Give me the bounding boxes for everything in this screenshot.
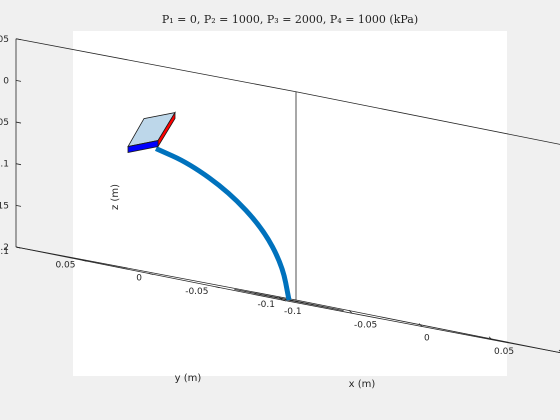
y-tick-mark: [82, 259, 87, 262]
x-tick-label: 0: [424, 334, 430, 344]
z-tick-label: -0.1: [0, 160, 9, 170]
z-tick-label: 0: [3, 76, 9, 86]
y-tick-mark: [15, 246, 21, 249]
x-axis-label: x (m): [349, 379, 376, 390]
y-tick-mark: [281, 299, 287, 302]
z-tick-mark: [15, 163, 22, 166]
z-tick-label: -0.05: [0, 118, 9, 128]
z-tick-label: -0.15: [0, 201, 9, 211]
chart-title: P₁ = 0, P₂ = 1000, P₃ = 2000, P₄ = 1000 …: [162, 13, 418, 26]
y-tick-label: 0.05: [55, 260, 75, 270]
z-tick-label: 0.05: [0, 35, 9, 45]
y-tick-label: 0: [136, 274, 142, 284]
y-tick-mark: [148, 273, 154, 275]
y-tick-label: -0.05: [185, 287, 208, 297]
z-tick-mark: [15, 80, 22, 82]
y-axis-ticks: -0.1 -0.05 0 0.05 0.1: [0, 246, 287, 310]
z-tick-mark: [15, 121, 22, 124]
x-tick-label: -0.05: [354, 320, 377, 330]
x-tick-mark: [348, 309, 353, 314]
z-tick-mark: [15, 38, 22, 41]
series-line: [154, 146, 292, 301]
curve-series: [154, 146, 292, 301]
axes-box: [15, 38, 560, 354]
axes-edge: [295, 299, 560, 354]
axes-edge: [15, 246, 297, 301]
y-tick-label: -0.1: [257, 300, 275, 310]
y-tick-mark: [215, 286, 220, 289]
axes-background: [73, 31, 507, 376]
z-axis-ticks: -0.2 -0.15 -0.1 -0.05 0 0.05: [0, 35, 22, 253]
z-tick-mark: [15, 204, 22, 207]
x-tick-label: 0.05: [494, 347, 514, 357]
x-tick-mark: [418, 323, 423, 327]
end-effector: [127, 111, 176, 154]
x-tick-mark: [488, 336, 493, 341]
y-tick-label: 0.1: [0, 247, 9, 257]
axes-edge: [295, 91, 560, 145]
end-effector-side-blue: [127, 140, 159, 154]
x-tick-label: -0.1: [284, 307, 302, 317]
z-axis-label: z (m): [110, 184, 121, 210]
y-axis-label: y (m): [175, 373, 202, 384]
z-tick-label: -0.2: [0, 243, 9, 253]
axes-edge: [15, 38, 297, 93]
